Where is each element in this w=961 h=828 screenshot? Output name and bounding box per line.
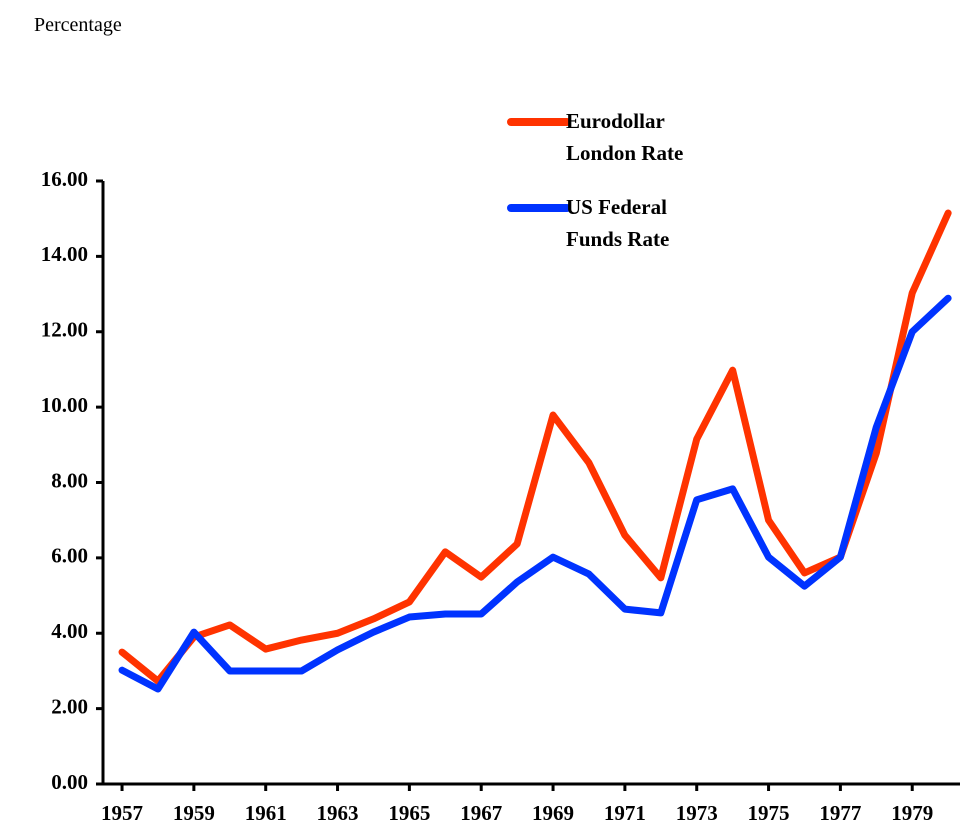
x-tick-label: 1975: [748, 801, 790, 825]
x-tick-label: 1967: [460, 801, 502, 825]
x-tick-label: 1961: [245, 801, 287, 825]
x-tick-label: 1959: [173, 801, 215, 825]
x-tick-label: 1973: [676, 801, 718, 825]
legend-label: US Federal Funds Rate: [566, 195, 670, 251]
x-tick-label: 1979: [891, 801, 933, 825]
y-tick-label: 10.00: [41, 393, 88, 417]
legend-label: Eurodollar London Rate: [566, 109, 684, 165]
x-tick-label: 1977: [819, 801, 861, 825]
x-tick-label: 1965: [388, 801, 430, 825]
y-tick-label: 4.00: [51, 619, 88, 643]
y-tick-label: 2.00: [51, 694, 88, 718]
data-line: [118, 294, 952, 693]
data-line: [118, 209, 952, 685]
y-axis-title: Percentage: [34, 14, 122, 36]
y-tick-label: 0.00: [51, 770, 88, 794]
y-tick-label: 6.00: [51, 544, 88, 568]
y-tick-label: 16.00: [41, 167, 88, 191]
x-tick-label: 1957: [101, 801, 143, 825]
x-tick-label: 1971: [604, 801, 646, 825]
y-tick-label: 12.00: [41, 318, 88, 342]
x-tick-label: 1963: [317, 801, 359, 825]
y-tick-label: 14.00: [41, 242, 88, 266]
y-tick-label: 8.00: [51, 468, 88, 492]
x-tick-label: 1969: [532, 801, 574, 825]
